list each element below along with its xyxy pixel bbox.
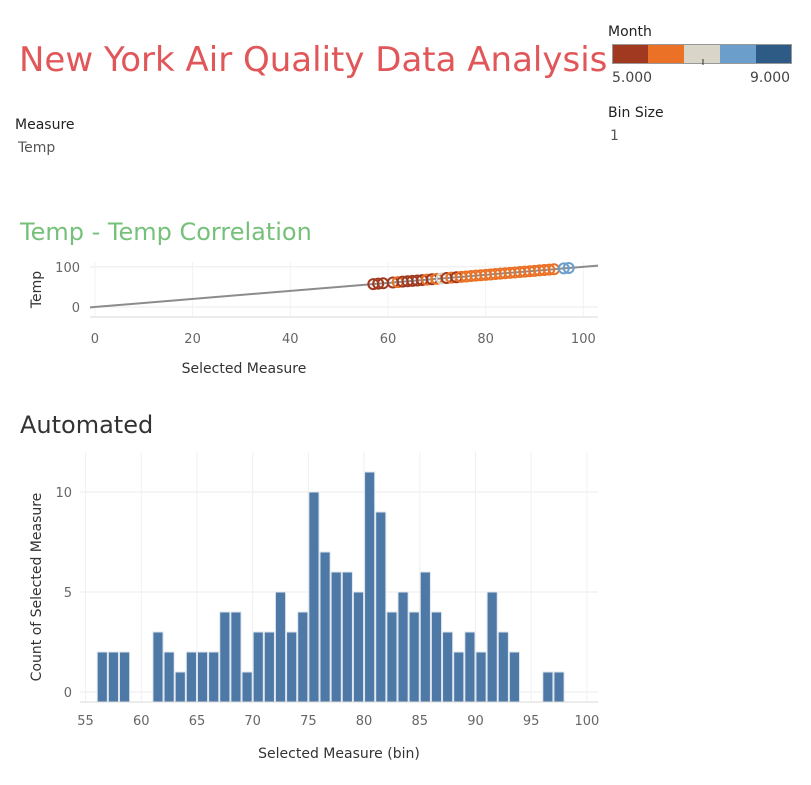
measure-parameter-label: Measure bbox=[15, 117, 75, 133]
histogram-bar bbox=[553, 671, 565, 703]
histogram-x-tick-label: 75 bbox=[300, 714, 317, 729]
histogram-bar bbox=[364, 471, 376, 703]
scatter-point bbox=[562, 262, 575, 275]
histogram-bar bbox=[219, 611, 231, 703]
histogram-bar bbox=[375, 511, 387, 703]
scatter-x-tick-label: 80 bbox=[477, 332, 494, 347]
scatter-x-tick-label: 0 bbox=[91, 332, 99, 347]
histogram-bar bbox=[263, 631, 275, 703]
histogram-bar bbox=[252, 631, 264, 703]
histogram-x-tick-label: 70 bbox=[244, 714, 261, 729]
histogram-bar bbox=[486, 591, 498, 703]
scatter-chart[interactable]: 0 100 0 20 40 60 80 100 Selected Measure Temp bbox=[0, 250, 620, 385]
histogram-bar bbox=[96, 651, 108, 703]
histogram-bar bbox=[386, 611, 398, 703]
histogram-bar bbox=[274, 591, 287, 703]
legend-swatch-5 bbox=[756, 44, 792, 64]
scatter-x-tick-label: 60 bbox=[380, 332, 397, 347]
histogram-x-tick-label: 85 bbox=[411, 714, 428, 729]
scatter-x-tick-label: 20 bbox=[184, 332, 201, 347]
month-legend-label: Month bbox=[608, 24, 652, 40]
month-legend-min: 5.000 bbox=[612, 70, 653, 86]
histogram-bar bbox=[542, 671, 554, 703]
histogram-x-tick-label: 90 bbox=[467, 714, 484, 729]
histogram-bar bbox=[319, 551, 331, 703]
scatter-point bbox=[372, 277, 385, 290]
scatter-point bbox=[557, 262, 570, 275]
scatter-y-tick-label: 100 bbox=[55, 261, 80, 276]
histogram-x-axis-title: Selected Measure (bin) bbox=[258, 746, 420, 762]
histogram-x-tick-label: 80 bbox=[356, 714, 373, 729]
histogram-bar bbox=[442, 631, 454, 703]
legend-swatch-4 bbox=[720, 44, 757, 64]
histogram-bar bbox=[497, 631, 509, 703]
legend-border bbox=[612, 44, 792, 64]
month-color-legend[interactable] bbox=[612, 44, 792, 66]
scatter-trend-line bbox=[89, 264, 599, 309]
histogram-bar bbox=[419, 571, 431, 703]
histogram-y-tick-label: 10 bbox=[55, 486, 72, 501]
histogram-y-tick-label: 0 bbox=[64, 686, 72, 701]
measure-parameter-value[interactable]: Temp bbox=[18, 140, 56, 156]
histogram-bar bbox=[508, 651, 521, 703]
histogram-bar bbox=[185, 651, 197, 703]
histogram-bar bbox=[464, 631, 476, 703]
histogram-bar bbox=[453, 651, 465, 703]
bin-size-parameter-value[interactable]: 1 bbox=[610, 128, 619, 144]
legend-swatch-2 bbox=[648, 44, 685, 64]
histogram-x-tick-label: 65 bbox=[189, 714, 206, 729]
scatter-x-tick-label: 40 bbox=[282, 332, 299, 347]
histogram-x-tick-label: 95 bbox=[523, 714, 540, 729]
month-legend-max: 9.000 bbox=[750, 70, 791, 86]
legend-swatch-1 bbox=[612, 44, 649, 64]
bin-size-parameter-label: Bin Size bbox=[608, 105, 664, 121]
legend-swatch-3 bbox=[684, 44, 721, 64]
histogram-bar bbox=[352, 591, 365, 703]
histogram-chart-title: Automated bbox=[20, 411, 154, 439]
histogram-bar bbox=[118, 651, 131, 703]
scatter-point bbox=[543, 263, 556, 276]
histogram-bar bbox=[107, 651, 119, 703]
histogram-x-tick-label: 60 bbox=[133, 714, 150, 729]
histogram-bar bbox=[408, 611, 420, 703]
histogram-bar bbox=[308, 491, 320, 703]
scatter-chart-title: Temp - Temp Correlation bbox=[20, 218, 312, 246]
histogram-bar bbox=[341, 571, 353, 703]
scatter-x-tick-label: 100 bbox=[571, 332, 596, 347]
histogram-bar bbox=[174, 671, 186, 703]
histogram-bar bbox=[241, 671, 253, 703]
scatter-y-tick-label: 0 bbox=[72, 301, 80, 316]
histogram-bar bbox=[475, 651, 487, 703]
histogram-x-tick-label: 100 bbox=[574, 714, 599, 729]
histogram-chart[interactable]: 0 5 10 55 60 65 70 75 80 85 90 95 100 Selected Measur… bbox=[0, 440, 620, 770]
scatter-y-axis-title: Temp bbox=[29, 271, 45, 309]
histogram-bar bbox=[152, 631, 164, 703]
histogram-y-axis-title: Count of Selected Measure bbox=[29, 493, 45, 682]
histogram-bar bbox=[196, 651, 209, 703]
page-title: New York Air Quality Data Analysis bbox=[19, 40, 608, 80]
histogram-bar bbox=[330, 571, 342, 703]
histogram-y-tick-label: 5 bbox=[64, 586, 72, 601]
scatter-x-axis-title: Selected Measure bbox=[182, 361, 307, 377]
histogram-bar bbox=[397, 591, 409, 703]
histogram-bar bbox=[297, 611, 309, 703]
histogram-bar bbox=[208, 651, 220, 703]
histogram-bar bbox=[230, 611, 242, 703]
histogram-bar bbox=[286, 631, 298, 703]
histogram-x-tick-label: 55 bbox=[77, 714, 94, 729]
histogram-bar bbox=[163, 651, 175, 703]
histogram-bar bbox=[430, 611, 443, 703]
